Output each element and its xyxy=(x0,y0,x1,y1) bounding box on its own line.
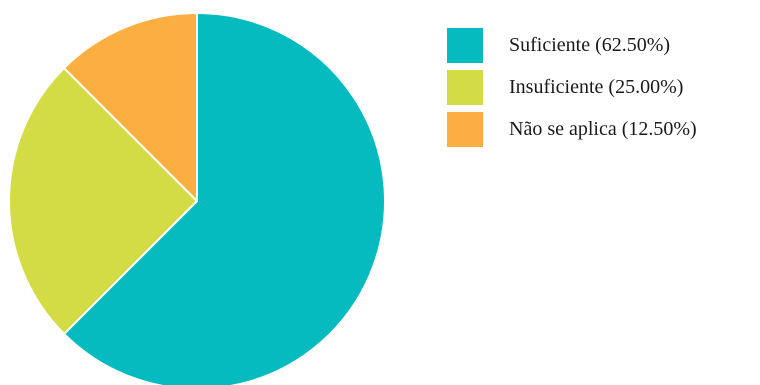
legend-label-nao-se-aplica: Não se aplica (12.50%) xyxy=(509,118,697,140)
pie-chart xyxy=(7,12,386,385)
legend-item-suficiente: Suficiente (62.50%) xyxy=(447,28,697,63)
pie-slice-insuficiente xyxy=(7,67,198,335)
legend-swatch-insuficiente xyxy=(447,70,483,105)
chart-legend: Suficiente (62.50%) Insuficiente (25.00%… xyxy=(447,28,697,154)
legend-label-insuficiente: Insuficiente (25.00%) xyxy=(509,76,684,98)
legend-swatch-suficiente xyxy=(447,28,483,63)
legend-item-insuficiente: Insuficiente (25.00%) xyxy=(447,70,697,105)
legend-swatch-nao-se-aplica xyxy=(447,112,483,147)
pie-slice-nao-se-aplica xyxy=(63,12,198,202)
legend-item-nao-se-aplica: Não se aplica (12.50%) xyxy=(447,112,697,147)
legend-label-suficiente: Suficiente (62.50%) xyxy=(509,34,671,56)
